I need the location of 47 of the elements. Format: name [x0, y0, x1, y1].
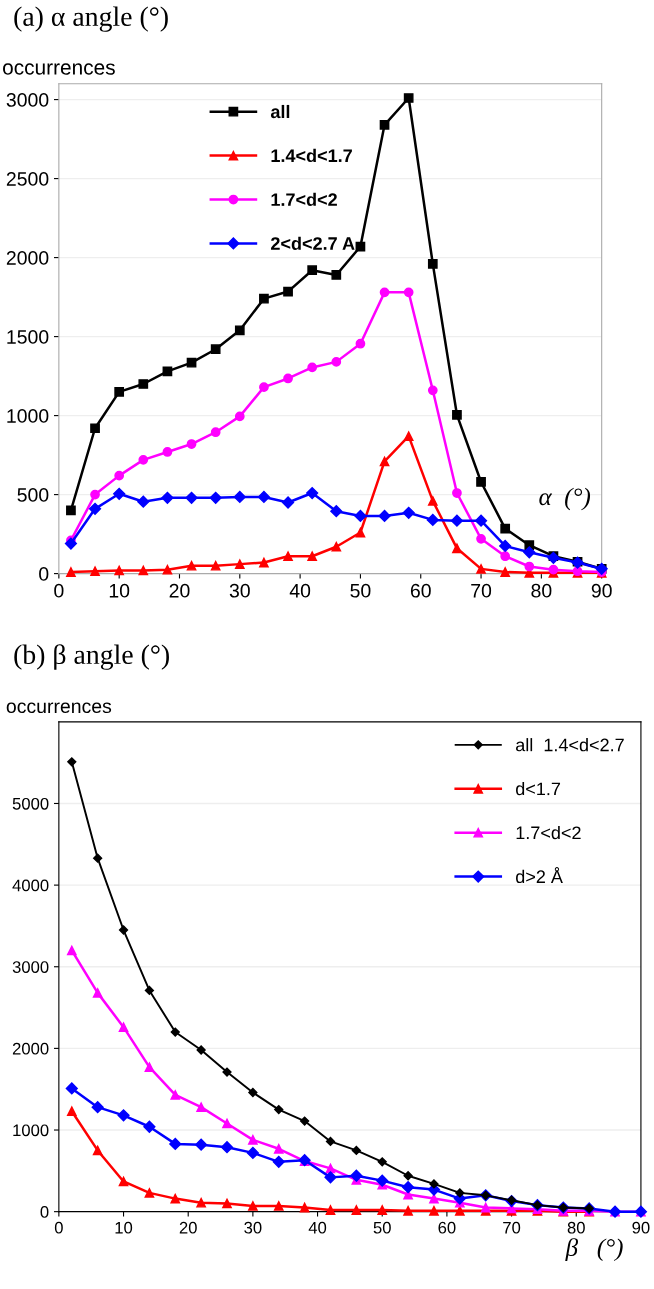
- x-tick-label: 10: [115, 1221, 133, 1234]
- y-tick-label: 2000: [6, 251, 49, 265]
- legend-label: 1.7<d<2: [516, 825, 581, 840]
- x-tick-label: 60: [438, 1221, 456, 1234]
- x-axis-title: α (°): [539, 487, 591, 511]
- x-tick-label: 40: [308, 1221, 327, 1234]
- y-tick-label: 3000: [12, 961, 49, 973]
- legend-label: 1.7<d<2: [271, 192, 337, 207]
- chart-title: (b) β angle (°): [14, 644, 169, 670]
- y-tick-label: 5000: [12, 797, 49, 810]
- chart-title: (a) α angle (°): [14, 6, 168, 32]
- x-tick-label: 80: [567, 1221, 585, 1234]
- legend-label: 2<d<2.7 A: [271, 236, 355, 250]
- x-tick-label: 30: [244, 1221, 262, 1234]
- x-tick-label: 80: [531, 583, 552, 598]
- y-tick-label: 4000: [12, 879, 49, 892]
- x-tick-label: 20: [169, 583, 190, 598]
- y-tick-label: 2000: [12, 1042, 49, 1055]
- legend-label: all 1.4<d<2.7: [516, 738, 624, 752]
- y-tick-label: 3000: [6, 93, 49, 107]
- x-tick-label: 20: [179, 1221, 197, 1234]
- legend-label: d<1.7: [516, 782, 561, 796]
- y-tick-label: 1500: [7, 330, 49, 344]
- legend-label: 1.4<d<1.7: [271, 148, 352, 163]
- x-tick-label: 60: [410, 583, 431, 598]
- x-tick-label: 30: [229, 583, 250, 598]
- y-axis-title: occurrences: [3, 63, 115, 75]
- x-tick-label: 50: [373, 1221, 391, 1234]
- x-tick-label: 90: [632, 1221, 650, 1234]
- x-tick-label: 90: [591, 583, 612, 598]
- x-tick-label: 0: [54, 583, 64, 598]
- x-tick-label: 40: [289, 583, 311, 598]
- y-axis-title: occurrences: [6, 702, 112, 714]
- x-tick-label: 0: [54, 1221, 63, 1234]
- y-tick-label: 0: [40, 1206, 49, 1218]
- x-tick-label: 50: [350, 583, 371, 598]
- y-tick-label: 2500: [6, 172, 49, 186]
- y-tick-label: 500: [17, 488, 49, 502]
- y-tick-label: 0: [39, 567, 49, 581]
- y-tick-label: 1000: [13, 1124, 49, 1137]
- x-tick-label: 70: [471, 583, 492, 598]
- x-axis-title: β (°): [565, 1238, 623, 1262]
- x-tick-label: 10: [109, 583, 130, 598]
- y-tick-label: 1000: [7, 409, 49, 423]
- legend-label: d>2 Å: [516, 867, 563, 884]
- x-tick-label: 70: [503, 1221, 521, 1234]
- legend-label: all: [270, 104, 290, 119]
